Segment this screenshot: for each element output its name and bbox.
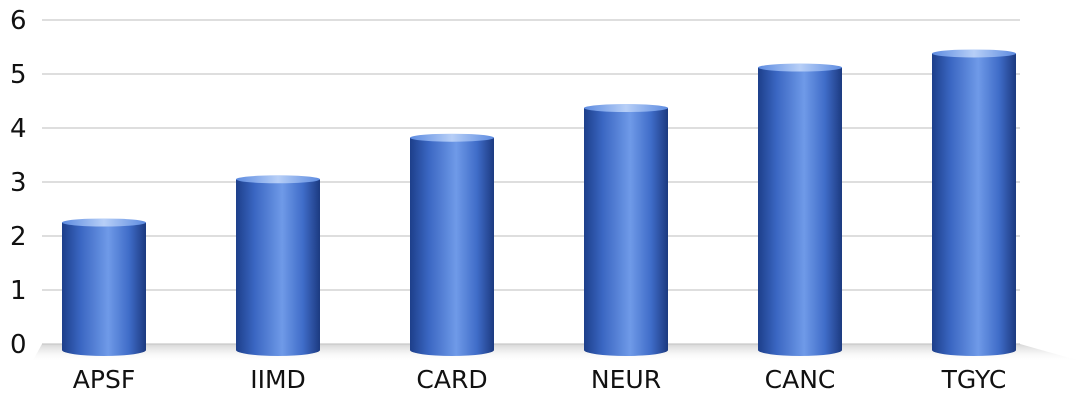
- x-tick-label: CANC: [765, 365, 836, 394]
- bar-cap: [758, 63, 842, 72]
- bar-body: [410, 137, 494, 356]
- bar-body: [236, 179, 320, 356]
- bar-cap: [410, 133, 494, 142]
- y-tick-label: 1: [10, 276, 27, 306]
- bar-apsf: [62, 218, 146, 356]
- bar-cap: [932, 49, 1016, 58]
- x-tick-label: TGYC: [941, 365, 1007, 394]
- x-axis-labels: APSF IIMD CARD NEUR CANC TGYC: [73, 365, 1007, 394]
- y-tick-label: 0: [10, 330, 27, 360]
- x-tick-label: IIMD: [250, 365, 306, 394]
- bar-card: [410, 133, 494, 356]
- bar-canc: [758, 63, 842, 357]
- bar-cap: [62, 218, 146, 227]
- y-tick-label: 3: [10, 168, 27, 198]
- x-tick-label: CARD: [416, 365, 487, 394]
- y-tick-label: 4: [10, 114, 27, 144]
- bar-iimd: [236, 175, 320, 356]
- bar-tgyc: [932, 49, 1016, 356]
- floor-plane: [32, 344, 1084, 362]
- bars: [62, 49, 1016, 357]
- y-tick-label: 5: [10, 60, 27, 90]
- bar-body: [62, 222, 146, 356]
- bar-cap: [584, 104, 668, 113]
- bar-body: [584, 108, 668, 357]
- y-tick-label: 2: [10, 222, 27, 252]
- chart-floor: [32, 344, 1084, 362]
- bar-body: [932, 53, 1016, 356]
- bar-body: [758, 67, 842, 357]
- y-tick-label: 6: [10, 6, 27, 36]
- bar-cap: [236, 175, 320, 184]
- bar-neur: [584, 104, 668, 357]
- gridlines: [42, 19, 1020, 345]
- x-tick-label: APSF: [73, 365, 135, 394]
- y-axis-ticks: 0 1 2 3 4 5 6: [10, 6, 27, 360]
- x-tick-label: NEUR: [591, 365, 661, 394]
